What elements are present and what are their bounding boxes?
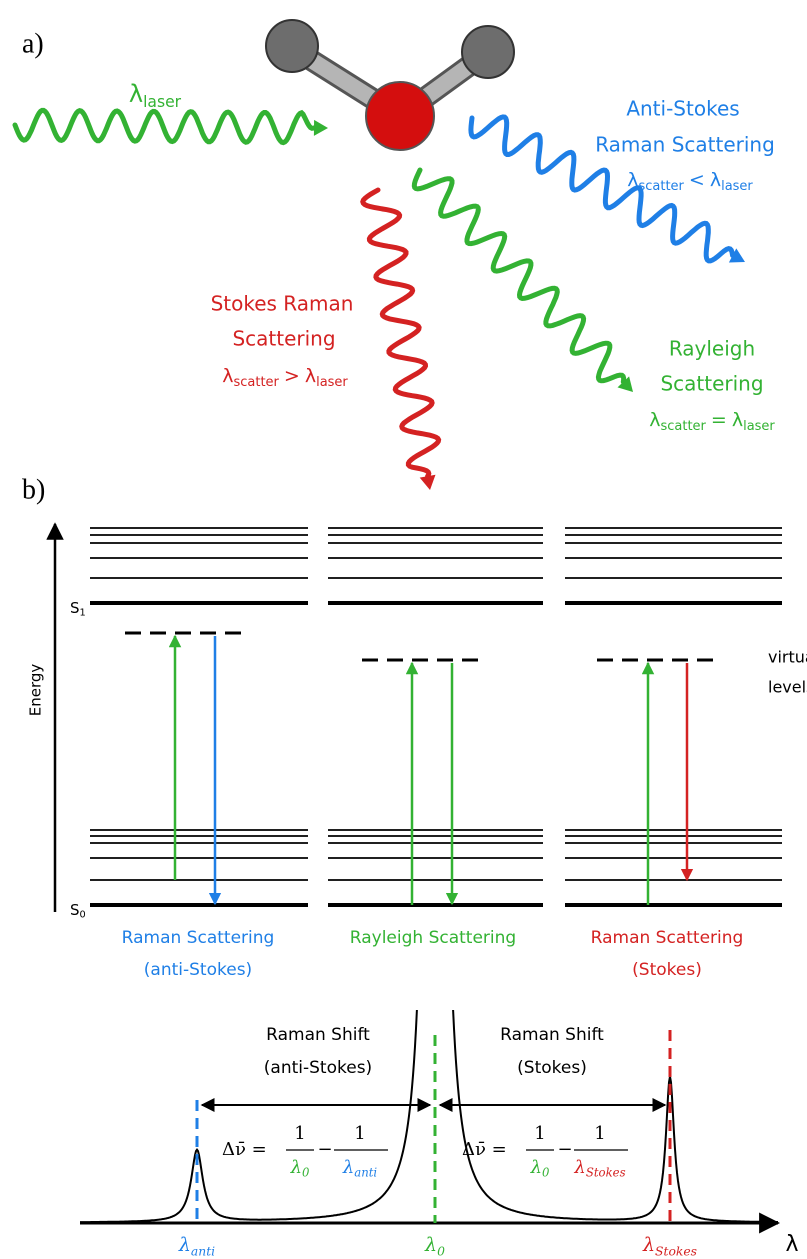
formula-part: Δν̄ = — [222, 1139, 267, 1160]
symbol: λ — [424, 1234, 437, 1256]
symbol: λ — [732, 409, 743, 431]
wave-arrowhead — [313, 119, 328, 136]
subscript: anti — [191, 1244, 215, 1258]
label: Scattering — [232, 327, 335, 351]
subscript: 0 — [542, 1165, 550, 1179]
subscript: Stokes — [655, 1244, 697, 1258]
axis-label: λ — [785, 1232, 798, 1257]
label: Raman Scattering — [591, 928, 744, 948]
label: Anti-Stokes — [626, 97, 739, 121]
wave — [411, 167, 627, 385]
symbol: λ — [222, 365, 233, 387]
label: Scattering — [660, 372, 763, 396]
state-label: S0 — [70, 901, 86, 921]
virtual-label: virtual — [768, 648, 807, 667]
laser-label: λlaser — [129, 80, 182, 111]
wave — [12, 107, 317, 146]
subscript: laser — [743, 419, 775, 434]
formula-part: − — [317, 1139, 332, 1160]
subscript: 0 — [437, 1244, 445, 1258]
subscript: 1 — [80, 608, 86, 619]
relation: λscatter = λlaser — [649, 409, 775, 434]
label: (anti-Stokes) — [144, 960, 252, 980]
symbol: S — [70, 599, 80, 617]
formula-part: 1 — [594, 1123, 605, 1144]
label: Rayleigh Scattering — [350, 928, 516, 948]
virtual-label: levels — [768, 678, 807, 697]
subscript: laser — [143, 93, 182, 111]
state-label: S1 — [70, 599, 86, 619]
panel-label: a) — [22, 28, 44, 59]
operator: = — [711, 409, 727, 431]
label: Raman Scattering — [122, 928, 275, 948]
label: (Stokes) — [517, 1058, 587, 1078]
label: Raman Scattering — [595, 133, 775, 157]
symbol: λ — [342, 1157, 354, 1178]
subscript: scatter — [638, 179, 684, 194]
label: (anti-Stokes) — [264, 1058, 372, 1078]
relation: λscatter < λlaser — [627, 169, 753, 194]
label: Raman Shift — [266, 1025, 370, 1045]
subscript: 0 — [302, 1165, 310, 1179]
peak-label: λ0 — [424, 1234, 445, 1258]
wave — [360, 187, 442, 479]
peak-label: λanti — [178, 1234, 215, 1258]
subscript: Stokes — [586, 1165, 626, 1179]
formula-part: Δν̄ = — [462, 1139, 507, 1160]
formula-part: 1 — [294, 1123, 305, 1144]
subscript: scatter — [660, 419, 706, 434]
wave-arrowhead — [617, 376, 633, 392]
symbol: λ — [129, 80, 143, 108]
label: Raman Shift — [500, 1025, 604, 1045]
subscript: laser — [316, 375, 348, 390]
wave-arrowhead — [419, 474, 436, 490]
subscript: 0 — [80, 910, 86, 921]
axis-label: Energy — [27, 664, 45, 717]
relation: λscatter > λlaser — [222, 365, 348, 390]
symbol: λ — [178, 1234, 191, 1256]
molecule — [265, 19, 515, 151]
spectrum — [80, 1010, 778, 1224]
symbol: λ — [710, 169, 721, 191]
symbol: S — [70, 901, 80, 919]
symbol: λ — [290, 1157, 302, 1178]
symbol: λ — [649, 409, 660, 431]
formula-part: λanti — [342, 1157, 378, 1179]
subscript: anti — [354, 1165, 377, 1179]
wave-arrowhead — [728, 248, 745, 263]
subscript: scatter — [233, 375, 279, 390]
symbol: λ — [573, 1157, 585, 1178]
formula-part: 1 — [354, 1123, 365, 1144]
formula-part: λ0 — [290, 1157, 310, 1179]
formula-part: − — [557, 1139, 572, 1160]
formula-part: λStokes — [573, 1157, 625, 1179]
wave — [468, 114, 736, 264]
operator: < — [689, 169, 705, 191]
symbol: λ — [305, 365, 316, 387]
label: Rayleigh — [669, 337, 755, 361]
symbol: λ — [530, 1157, 542, 1178]
formula-part: 1 — [534, 1123, 545, 1144]
label: (Stokes) — [632, 960, 702, 980]
formula-part: λ0 — [530, 1157, 550, 1179]
panel-label: b) — [22, 474, 45, 505]
symbol: λ — [627, 169, 638, 191]
peak-label: λStokes — [642, 1234, 697, 1258]
operator: > — [284, 365, 300, 387]
symbol: λ — [642, 1234, 655, 1256]
subscript: laser — [721, 179, 753, 194]
label: Stokes Raman — [211, 292, 354, 316]
